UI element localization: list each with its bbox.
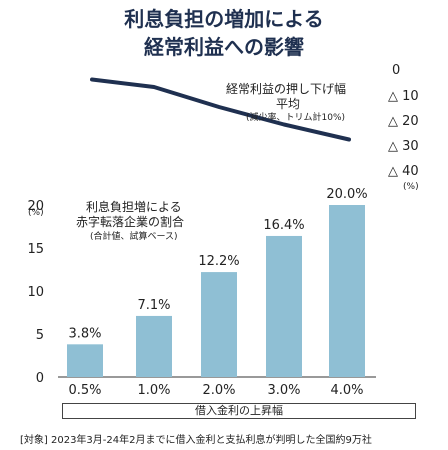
bar-series-label: 利息負担増による <box>86 200 182 214</box>
right-tick-4: △ 40 <box>388 164 419 179</box>
bar-series-label2: 赤字転落企業の割合 <box>76 215 185 229</box>
right-tick-3: △ 30 <box>388 139 419 154</box>
chart-title-line1: 利息負担の増加による <box>124 7 324 31</box>
bar-value-label: 3.8% <box>68 326 101 341</box>
bar-series-note: (合計値、試算ベース) <box>90 232 178 242</box>
line-series-label: 経常利益の押し下げ幅 <box>226 82 347 96</box>
y-tick-label: 15 <box>27 242 44 257</box>
right-tick-0: 0 <box>392 63 401 78</box>
y-tick-label: 5 <box>36 328 44 343</box>
x-tick-label: 0.5% <box>68 383 101 398</box>
bar-value-label: 20.0% <box>326 187 367 202</box>
bar-3 <box>266 235 302 377</box>
right-tick-2: △ 20 <box>388 114 419 129</box>
bar-0 <box>67 344 103 377</box>
x-tick-label: 1.0% <box>137 383 170 398</box>
left-axis-unit: (%) <box>28 208 44 218</box>
bar-4 <box>329 205 365 377</box>
x-tick-label: 2.0% <box>202 383 235 398</box>
x-tick-label: 4.0% <box>330 383 363 398</box>
y-tick-label: 10 <box>27 285 44 300</box>
x-axis-title: 借入金利の上昇幅 <box>195 404 283 417</box>
bar-value-label: 7.1% <box>137 298 170 313</box>
line-series <box>90 77 351 142</box>
right-tick-1: △ 10 <box>388 89 419 104</box>
footnote: [対象] 2023年3月-24年2月までに借入金利と支払利息が判明した全国約9万… <box>20 435 372 446</box>
line-series-label2: 平均 <box>276 97 301 111</box>
line-series-note: (減少率、トリム計10%) <box>246 113 346 123</box>
chart-title-line2: 経常利益への影響 <box>144 35 304 59</box>
bar-2 <box>201 272 237 377</box>
right-axis-unit: (%) <box>403 182 419 192</box>
y-tick-label: 20 <box>27 199 44 214</box>
y-tick-label: 0 <box>36 371 44 386</box>
bar-value-label: 12.2% <box>198 254 239 269</box>
bar-value-label: 16.4% <box>263 218 304 233</box>
x-axis-title-box: 借入金利の上昇幅 <box>62 403 416 419</box>
x-tick-label: 3.0% <box>267 383 300 398</box>
bar-1 <box>136 315 172 377</box>
